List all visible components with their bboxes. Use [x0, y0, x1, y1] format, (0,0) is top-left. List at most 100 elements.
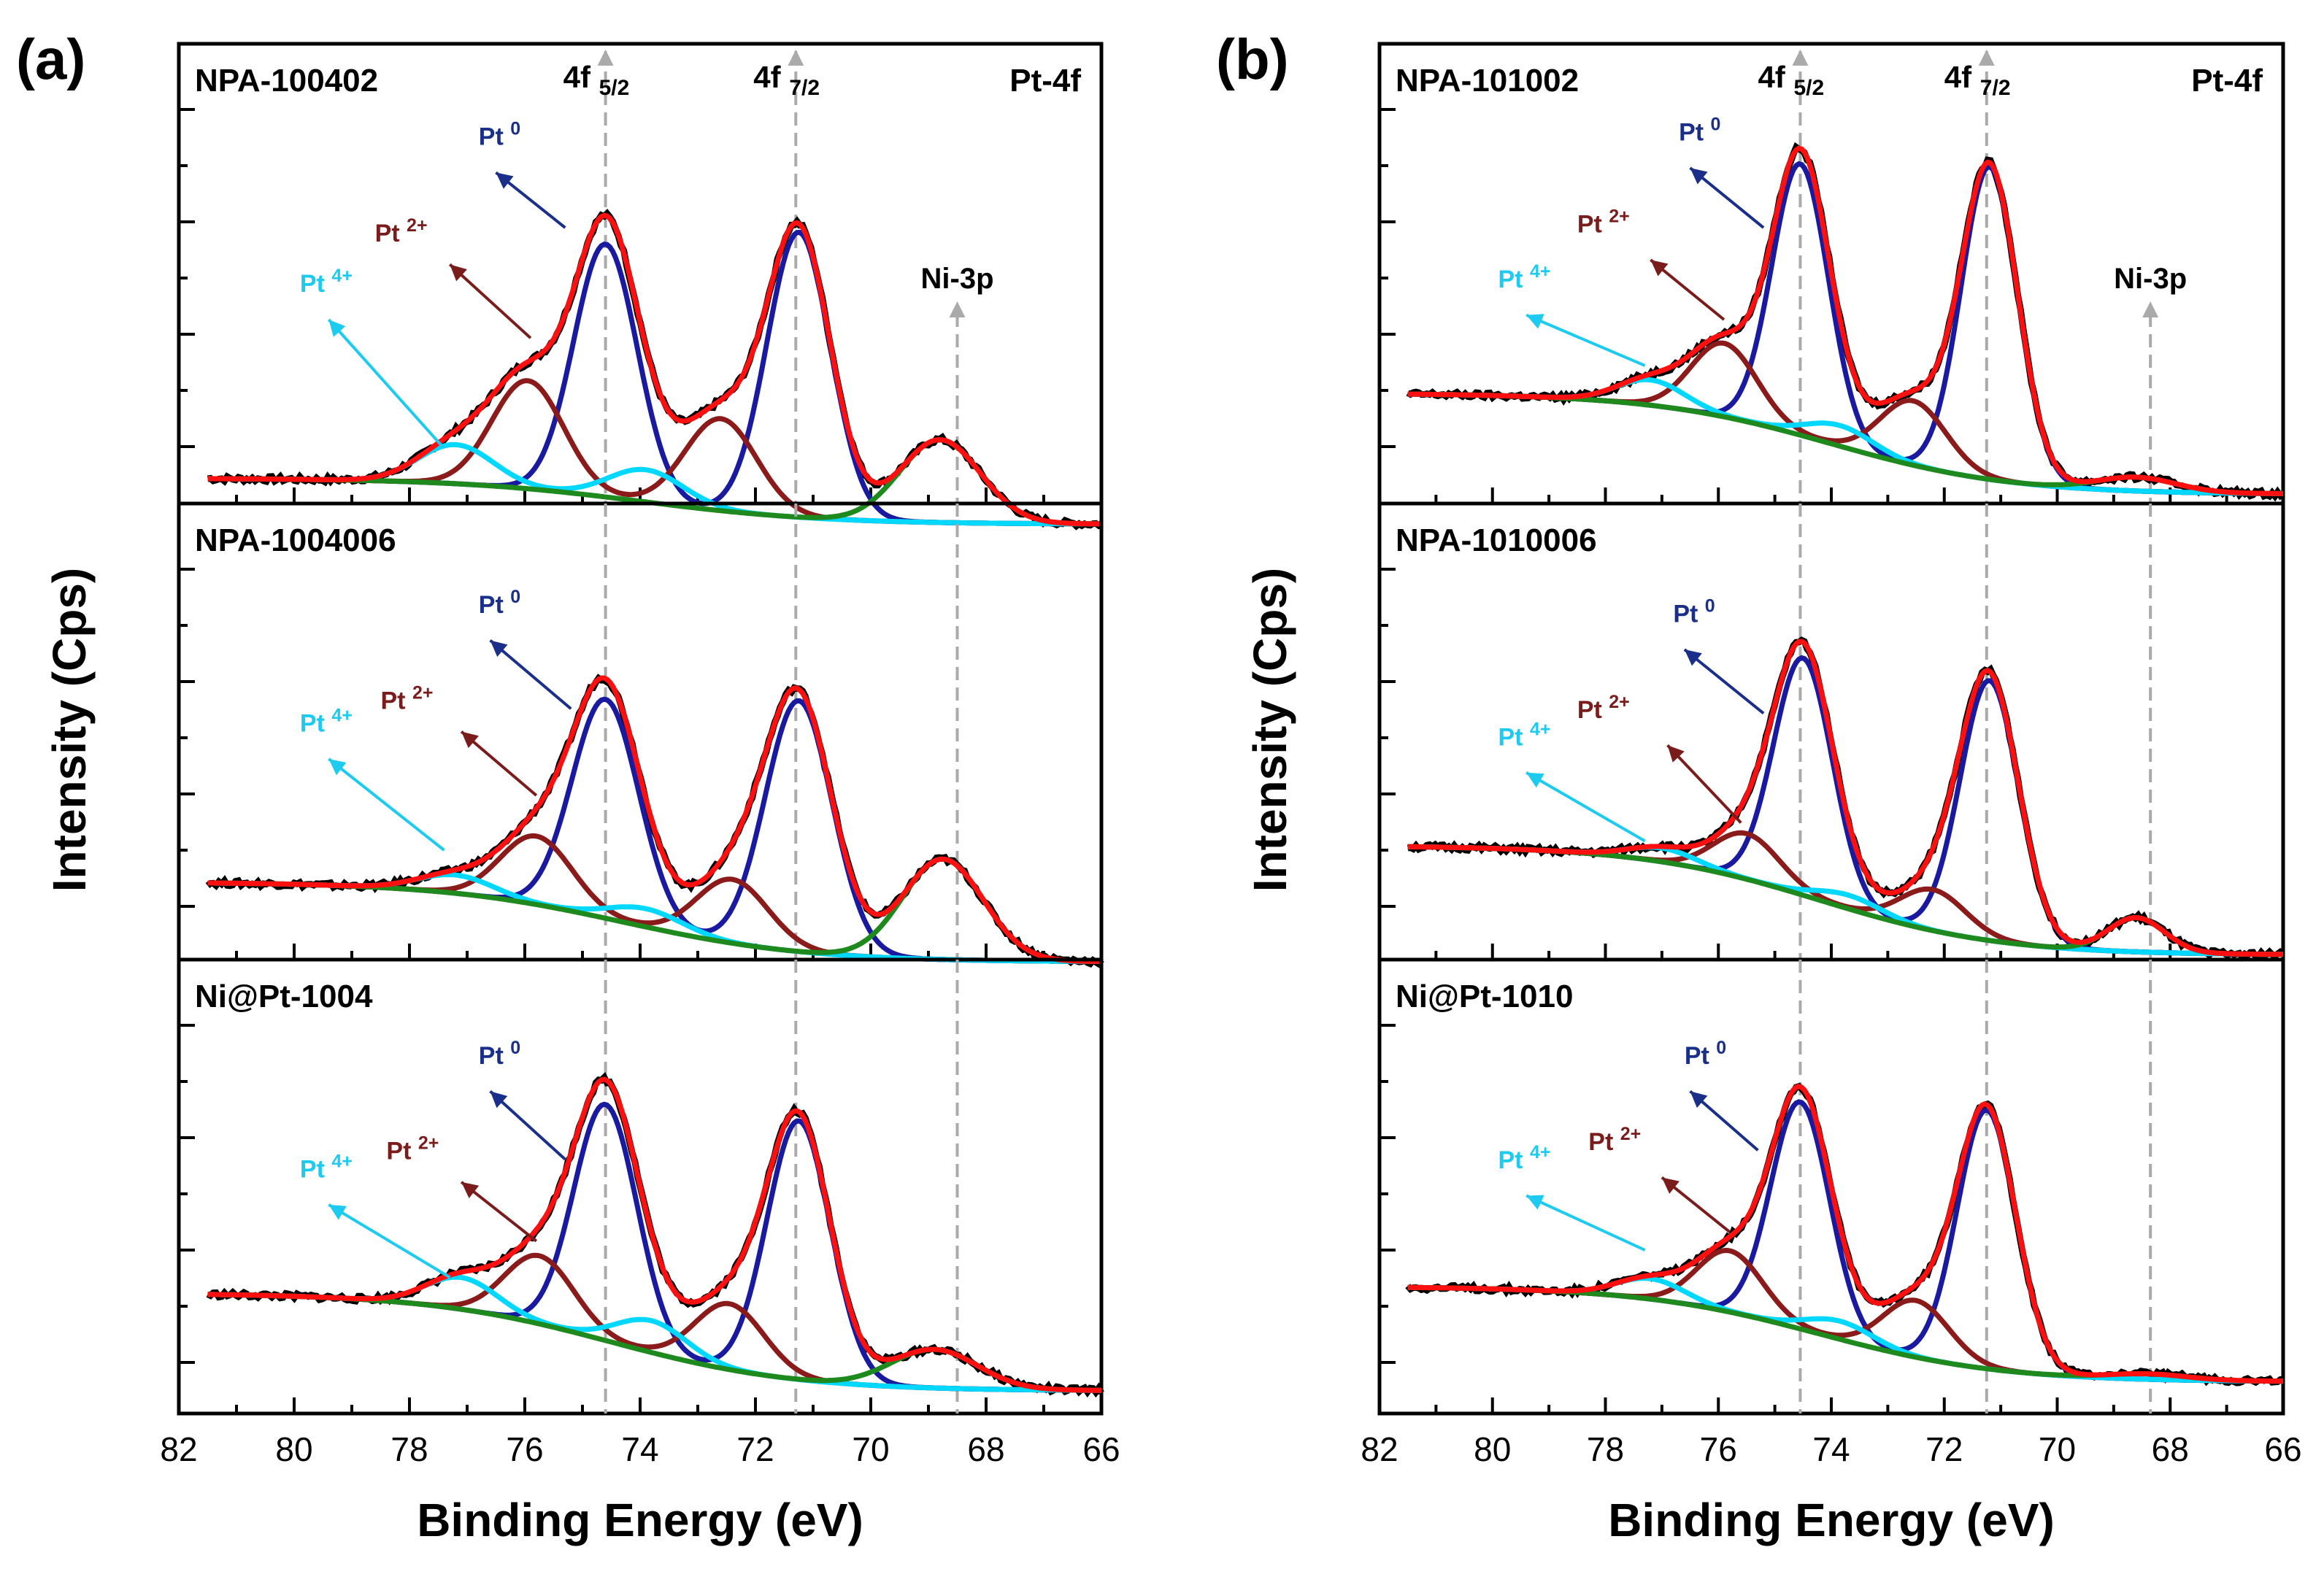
annotation-main: Pt — [479, 591, 510, 619]
peak-label-sub: 5/2 — [1793, 76, 1824, 100]
annotation-sup: 2+ — [1609, 206, 1630, 226]
annotation-arrow-line — [328, 1203, 451, 1279]
annotation-arrow-line — [327, 318, 445, 450]
annotation-main: Pt — [1577, 696, 1609, 724]
x-tick-label: 66 — [2264, 1430, 2301, 1468]
annotation-main: Pt — [479, 1042, 510, 1070]
annotation-arrow-line — [489, 1090, 566, 1161]
peak-label: 4f 5/2 — [1758, 60, 1824, 100]
annotation-sup: 2+ — [412, 682, 434, 703]
x-tick-label: 78 — [390, 1430, 428, 1468]
annotation-arrow-head — [461, 1181, 480, 1199]
envelope-fit-line — [207, 675, 1102, 964]
annotation-arrow-head — [496, 172, 514, 189]
annotation-sup: 2+ — [407, 215, 428, 236]
annotation-arrow-head — [1650, 260, 1669, 277]
envelope-fit-line — [1407, 1084, 2284, 1384]
x-axis-label: Binding Energy (eV) — [1608, 1494, 2055, 1546]
element-label: Pt-4f — [2191, 63, 2263, 99]
annotation-main: Pt — [1679, 118, 1710, 146]
annotation-main: Pt — [479, 123, 510, 151]
envelope-fit-line — [1407, 145, 2284, 496]
x-tick-labels: 82 80 78 76 74 72 70 68 66 — [160, 1430, 1120, 1468]
peak-label-sub: 7/2 — [1980, 76, 2011, 100]
annotation-label: Pt 0 — [1673, 596, 1715, 628]
peak-arrow-head — [1978, 50, 1995, 66]
annotation-label: Pt 0 — [479, 587, 520, 619]
ni-arrow-head — [949, 301, 966, 317]
annotation-sup: 4+ — [1530, 1142, 1551, 1162]
annotation-sup: 0 — [1705, 596, 1715, 617]
peak-label-main: 4f — [1944, 60, 1980, 94]
sample-name: Ni@Pt-1010 — [1396, 979, 1573, 1014]
x-tick-label: 66 — [1082, 1430, 1120, 1468]
annotation-label: Pt 2+ — [386, 1133, 439, 1165]
annotation-label: Pt 4+ — [300, 706, 353, 738]
annotation-main: Pt — [300, 1156, 331, 1184]
annotation-arrow-head — [328, 759, 347, 776]
annotation-main: Pt — [1498, 1146, 1529, 1174]
annotation-label: Pt 2+ — [375, 215, 428, 247]
peak-label: 4f 5/2 — [563, 60, 630, 100]
annotation-arrow-line — [1525, 1194, 1646, 1252]
x-axis-label: Binding Energy (eV) — [417, 1494, 863, 1546]
annotation-label: Pt 4+ — [1498, 261, 1550, 293]
annotation-arrow-line — [1525, 771, 1646, 843]
annotation-label: Pt 0 — [1685, 1038, 1726, 1070]
annotation-main: Pt — [386, 1138, 418, 1165]
annotation-arrow-head — [1690, 1091, 1708, 1108]
peak-label-main: 4f — [563, 60, 599, 94]
x-tick-labels: 82 80 78 76 74 72 70 68 66 — [1361, 1430, 2301, 1468]
peak-label: 4f 7/2 — [753, 60, 820, 100]
annotation-sup: 0 — [1716, 1038, 1726, 1058]
x-tick-label: 72 — [736, 1430, 774, 1468]
annotation-sup: 4+ — [1530, 261, 1551, 282]
peak-label-main: 4f — [1758, 60, 1793, 94]
annotation-main: Pt — [375, 220, 407, 247]
annotation-arrow-head — [461, 731, 479, 749]
peak-label-sub: 5/2 — [599, 76, 630, 100]
y-axis-label: Intensity (Cps) — [43, 568, 96, 892]
annotation-arrow-head — [490, 640, 508, 657]
annotation-label: Pt 0 — [479, 1038, 520, 1070]
annotation-label: Pt 0 — [479, 119, 520, 151]
annotation-main: Pt — [1588, 1128, 1620, 1156]
ni-label: Ni-3p — [921, 263, 994, 295]
annotation-main: Pt — [1673, 601, 1704, 628]
sample-name: NPA-1004006 — [195, 522, 396, 558]
peak-arrow-head — [597, 50, 614, 66]
annotation-arrow-head — [450, 264, 467, 282]
annotation-main: Pt — [300, 710, 331, 738]
sample-name: NPA-1010006 — [1396, 522, 1597, 558]
ni-arrow-head — [2142, 301, 2159, 317]
annotation-main: Pt — [300, 270, 331, 298]
peak-arrow-head — [788, 50, 804, 66]
peak-label: 4f 7/2 — [1944, 60, 2011, 100]
annotation-sup: 4+ — [331, 266, 353, 286]
x-tick-label: 72 — [1925, 1430, 1963, 1468]
panel-label: (a) — [16, 27, 85, 91]
annotation-arrow-head — [328, 320, 346, 337]
x-tick-label: 74 — [621, 1430, 658, 1468]
sample-name: NPA-100402 — [195, 63, 378, 99]
annotation-arrow-line — [1666, 744, 1742, 824]
x-tick-label: 68 — [967, 1430, 1004, 1468]
annotation-arrow-line — [448, 263, 532, 339]
annotation-label: Pt 2+ — [1577, 692, 1630, 724]
annotation-label: Pt 4+ — [1498, 719, 1550, 751]
annotation-sup: 0 — [1711, 114, 1721, 134]
y-axis-label: Intensity (Cps) — [1244, 568, 1296, 892]
annotation-arrow-line — [489, 639, 572, 710]
peak-label-main: 4f — [753, 60, 789, 94]
annotation-arrow-head — [1526, 314, 1544, 329]
annotation-arrow-head — [1684, 649, 1702, 666]
subplot-npa-1010006: NPA-1010006 Pt 0 Pt 2+ Pt 4+ — [1377, 501, 2285, 962]
annotation-label: Pt 2+ — [381, 682, 434, 714]
peak-label-sub: 7/2 — [789, 76, 820, 100]
component-ni-3p-line — [207, 1292, 1101, 1393]
x-tick-label: 82 — [160, 1430, 197, 1468]
annotation-label: Pt 2+ — [1577, 206, 1630, 238]
